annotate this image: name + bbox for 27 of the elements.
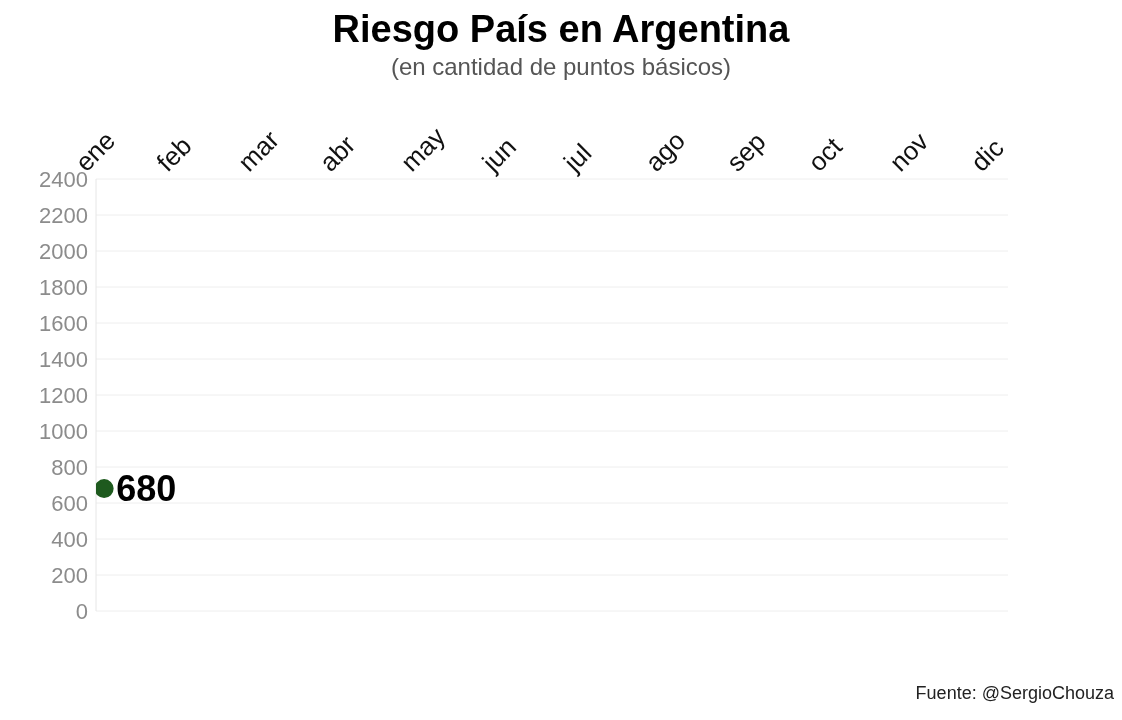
x-tick-label: jul	[557, 137, 598, 178]
y-tick-label: 800	[51, 454, 88, 480]
source-note: Fuente: @SergioChouza	[915, 683, 1114, 704]
x-tick-label: jun	[475, 131, 523, 178]
x-tick-label: abr	[313, 129, 362, 178]
x-tick-label: mar	[232, 124, 286, 178]
chart-subtitle: (en cantidad de puntos básicos)	[389, 53, 733, 81]
x-tick-label: dic	[964, 132, 1010, 178]
x-tick-label: ago	[639, 125, 692, 178]
y-tick-label: 400	[51, 526, 88, 552]
x-tick-label: nov	[883, 126, 935, 178]
data-label: 680	[116, 468, 177, 510]
y-tick-label: 2000	[39, 238, 88, 264]
y-tick-label: 1200	[39, 382, 88, 408]
x-tick-label: sep	[720, 126, 772, 178]
x-tick-label: may	[394, 121, 451, 178]
y-tick-label: 200	[51, 562, 88, 588]
y-tick-label: 1600	[39, 310, 88, 336]
y-tick-label: 1800	[39, 274, 88, 300]
y-tick-label: 2200	[39, 202, 88, 228]
chart-title: Riesgo País en Argentina	[331, 8, 791, 51]
y-tick-label: 0	[75, 598, 88, 624]
y-tick-label: 1400	[39, 346, 88, 372]
y-tick-label: 1000	[39, 418, 88, 444]
y-tick-label: 600	[51, 490, 88, 516]
x-tick-label: oct	[802, 130, 849, 178]
x-tick-label: feb	[150, 130, 198, 178]
